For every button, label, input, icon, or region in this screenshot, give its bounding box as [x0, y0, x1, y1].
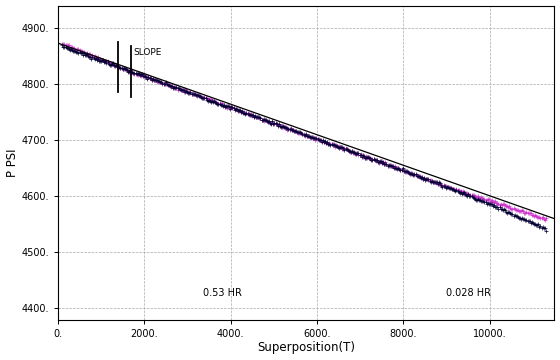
- X-axis label: Superposition(T): Superposition(T): [257, 341, 355, 355]
- Text: 0.53 HR: 0.53 HR: [203, 288, 241, 298]
- Text: SLOPE: SLOPE: [133, 48, 162, 57]
- Y-axis label: P PSI: P PSI: [6, 148, 18, 177]
- Text: 0.028 HR: 0.028 HR: [446, 288, 491, 298]
